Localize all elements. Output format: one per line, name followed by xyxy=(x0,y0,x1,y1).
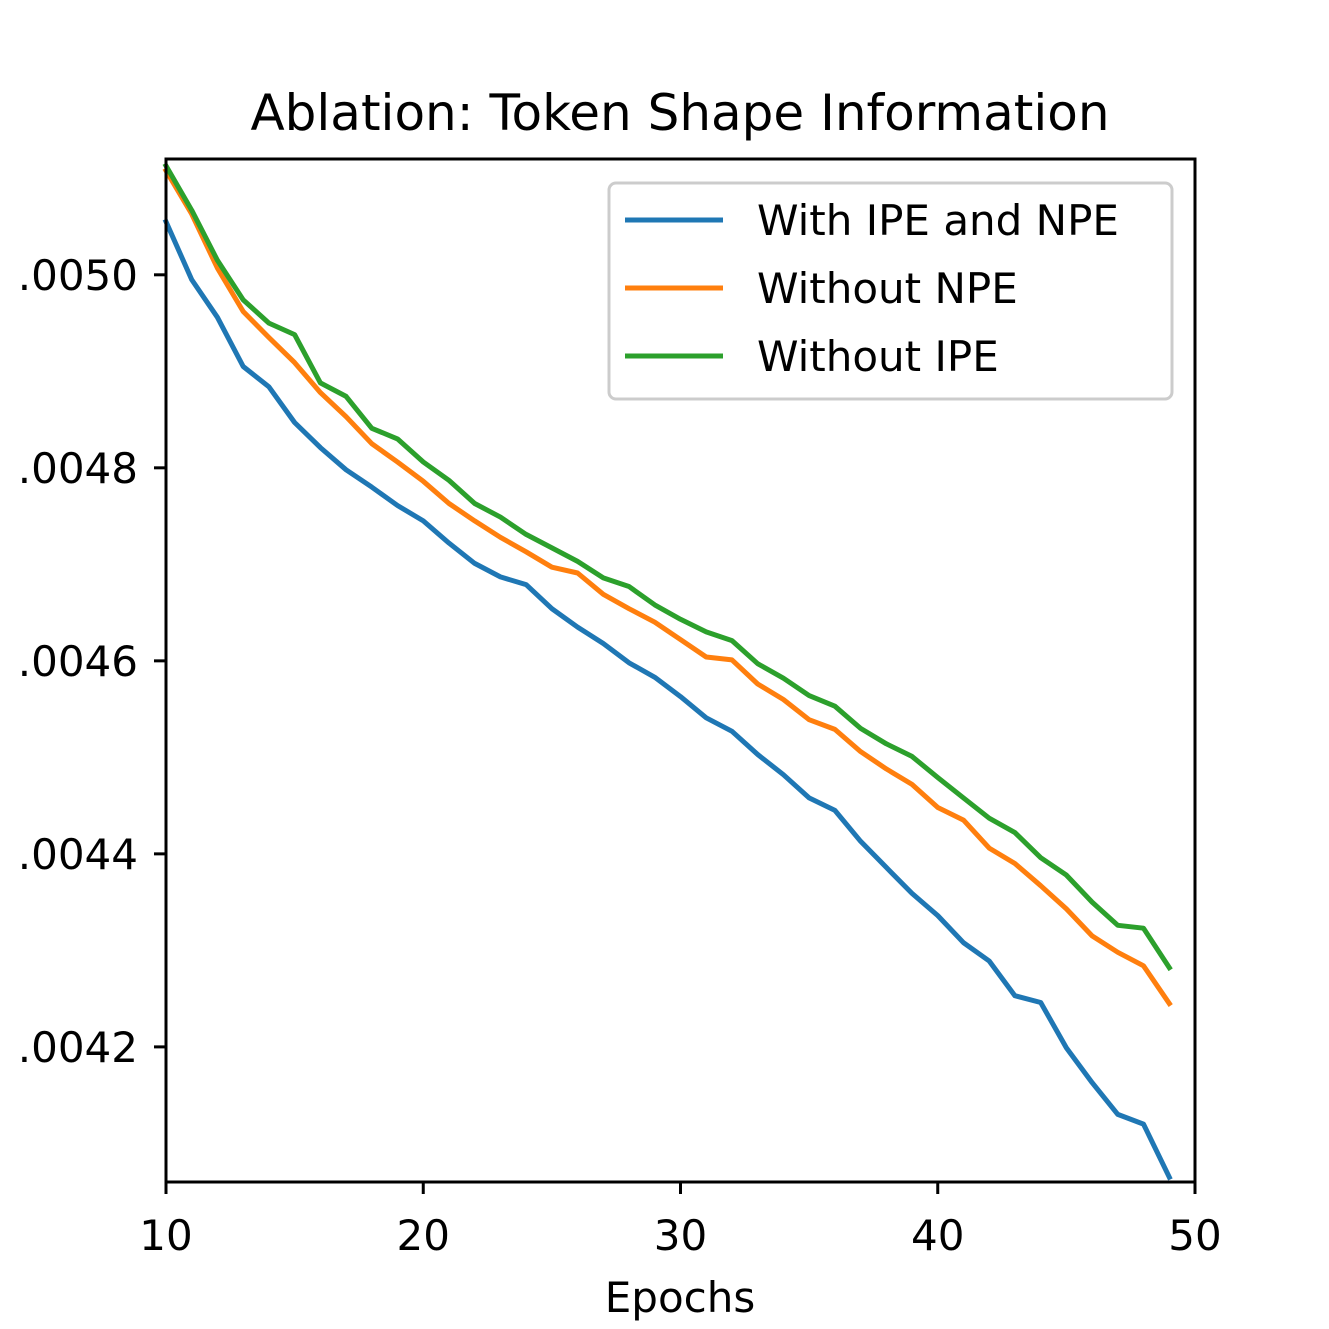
series-layer xyxy=(162,162,1173,1181)
y-tick-label: .0044 xyxy=(18,830,138,879)
y-tick-label: .0048 xyxy=(18,444,138,493)
x-tick-label: 20 xyxy=(397,1211,450,1260)
series-line-2 xyxy=(162,167,1173,1007)
legend-items: With IPE and NPE Without NPE Without IPE xyxy=(625,196,1119,381)
legend-frame xyxy=(607,181,1174,401)
x-axis: 10 20 30 40 50 xyxy=(139,1182,1222,1260)
y-tick-label: .0046 xyxy=(18,637,138,686)
y-tick-label: .0042 xyxy=(18,1023,138,1072)
series-line-1 xyxy=(162,218,1173,1181)
x-tick-label: 30 xyxy=(654,1211,707,1260)
chart-title: Ablation: Token Shape Information xyxy=(250,84,1109,142)
x-tick-label: 10 xyxy=(139,1211,192,1260)
legend-label-1: With IPE and NPE xyxy=(757,196,1119,245)
y-tick-label: .0050 xyxy=(18,251,138,300)
series-line-3 xyxy=(162,162,1173,972)
x-tick-label: 40 xyxy=(911,1211,964,1260)
legend-label-2: Without NPE xyxy=(757,264,1018,313)
x-axis-label: Epochs xyxy=(605,1273,756,1322)
x-tick-label: 50 xyxy=(1168,1211,1221,1260)
y-axis: .0042 .0044 .0046 .0048 .0050 xyxy=(18,251,166,1072)
legend-label-3: Without IPE xyxy=(757,332,999,381)
legend: With IPE and NPE Without NPE Without IPE xyxy=(607,181,1174,401)
